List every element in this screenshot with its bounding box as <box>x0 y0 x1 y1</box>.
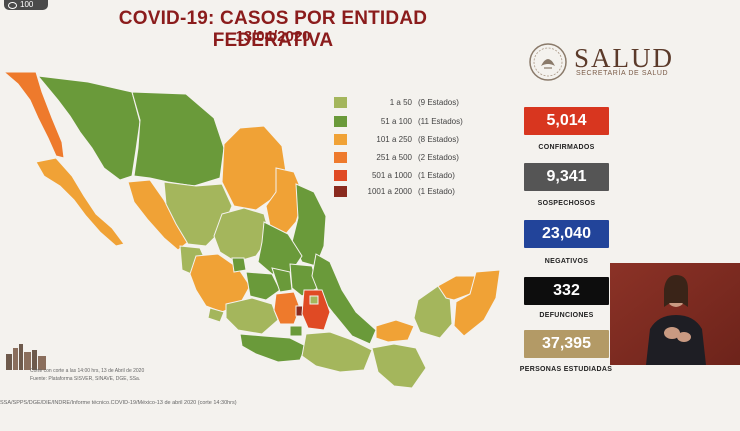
legend-count: (8 Estados) <box>418 135 459 144</box>
legend-swatch <box>334 134 347 145</box>
personas-estudiadas-label: PERSONAS ESTUDIADAS <box>519 366 613 373</box>
state-baja-california-sur <box>35 157 125 247</box>
negativos-value: 23,040 <box>524 220 609 248</box>
interpreter-figure-icon <box>610 263 740 365</box>
sospechosos-value: 9,341 <box>524 163 609 191</box>
negativos-label: NEGATIVOS <box>544 258 589 265</box>
state-chiapas <box>371 343 427 389</box>
legend-swatch <box>334 170 347 181</box>
state-oaxaca <box>301 331 373 373</box>
state-aguascalientes <box>231 257 247 273</box>
legend-swatch <box>334 97 347 108</box>
legend-range: 501 a 1000 <box>371 171 412 180</box>
legend-swatch <box>334 186 347 197</box>
state-durango <box>163 181 233 247</box>
state-guanajuato <box>245 271 281 301</box>
legend-range: 51 a 100 <box>380 117 412 126</box>
legend-count: (2 Estados) <box>418 153 459 162</box>
page-title: COVID-19: CASOS POR ENTIDAD FEDERATIVA <box>118 8 428 51</box>
state-colima <box>207 307 225 323</box>
legend-count: (1 Estado) <box>418 187 455 196</box>
legend-swatch <box>334 152 347 163</box>
salud-logo: SALUD SECRETARÍA DE SALUD <box>528 42 688 82</box>
state-puebla <box>301 289 331 331</box>
personas-estudiadas-value: 37,395 <box>524 330 609 358</box>
eye-icon <box>8 1 17 9</box>
legend-count: (11 Estados) <box>418 117 463 126</box>
state-tabasco <box>375 319 415 343</box>
confirmados-value: 5,014 <box>524 107 609 135</box>
legend-range: 1001 a 2000 <box>367 187 413 196</box>
mexico-map <box>2 71 501 389</box>
legend-range: 1 a 50 <box>389 98 412 107</box>
legend-swatch <box>334 116 347 127</box>
footnote-cutoff: Corte con corte a las 14:00 hrs, 13 de A… <box>30 368 145 374</box>
defunciones-value: 332 <box>524 277 609 305</box>
city-skyline-icon <box>6 344 46 370</box>
state-michoacan <box>225 297 279 335</box>
state-tlaxcala <box>309 295 319 305</box>
state-baja-california <box>2 71 65 159</box>
national-seal-icon <box>529 43 567 81</box>
defunciones-label: DEFUNCIONES <box>539 312 594 319</box>
sospechosos-label: SOSPECHOSOS <box>537 200 596 207</box>
state-morelos <box>289 325 303 337</box>
view-count-badge: 100 <box>4 0 48 10</box>
view-count: 100 <box>20 0 34 9</box>
confirmados-label: CONFIRMADOS <box>538 144 595 151</box>
report-date: 13/04/2020 <box>235 28 311 45</box>
report-reference: SSA/SPPS/DGE/DIE/INDRE/Informe técnico.C… <box>0 400 237 406</box>
legend-count: (9 Estados) <box>418 98 459 107</box>
footnote-source: Fuente: Plataforma SISVER, SINAVE, DGE, … <box>30 376 141 382</box>
legend-range: 251 a 500 <box>376 153 412 162</box>
state-estado-de-mexico <box>273 291 301 325</box>
state-queretaro <box>271 267 293 293</box>
state-veracruz <box>311 253 377 345</box>
state-zacatecas <box>213 207 271 263</box>
sign-language-interpreter-video <box>610 263 740 365</box>
logo-name: SALUD <box>574 43 675 73</box>
state-guerrero <box>239 333 307 363</box>
logo-subtitle: SECRETARÍA DE SALUD <box>576 70 669 77</box>
state-chihuahua <box>131 91 225 187</box>
legend-range: 101 a 250 <box>376 135 412 144</box>
state-quintana-roo <box>453 269 501 337</box>
legend-count: (1 Estado) <box>418 171 455 180</box>
